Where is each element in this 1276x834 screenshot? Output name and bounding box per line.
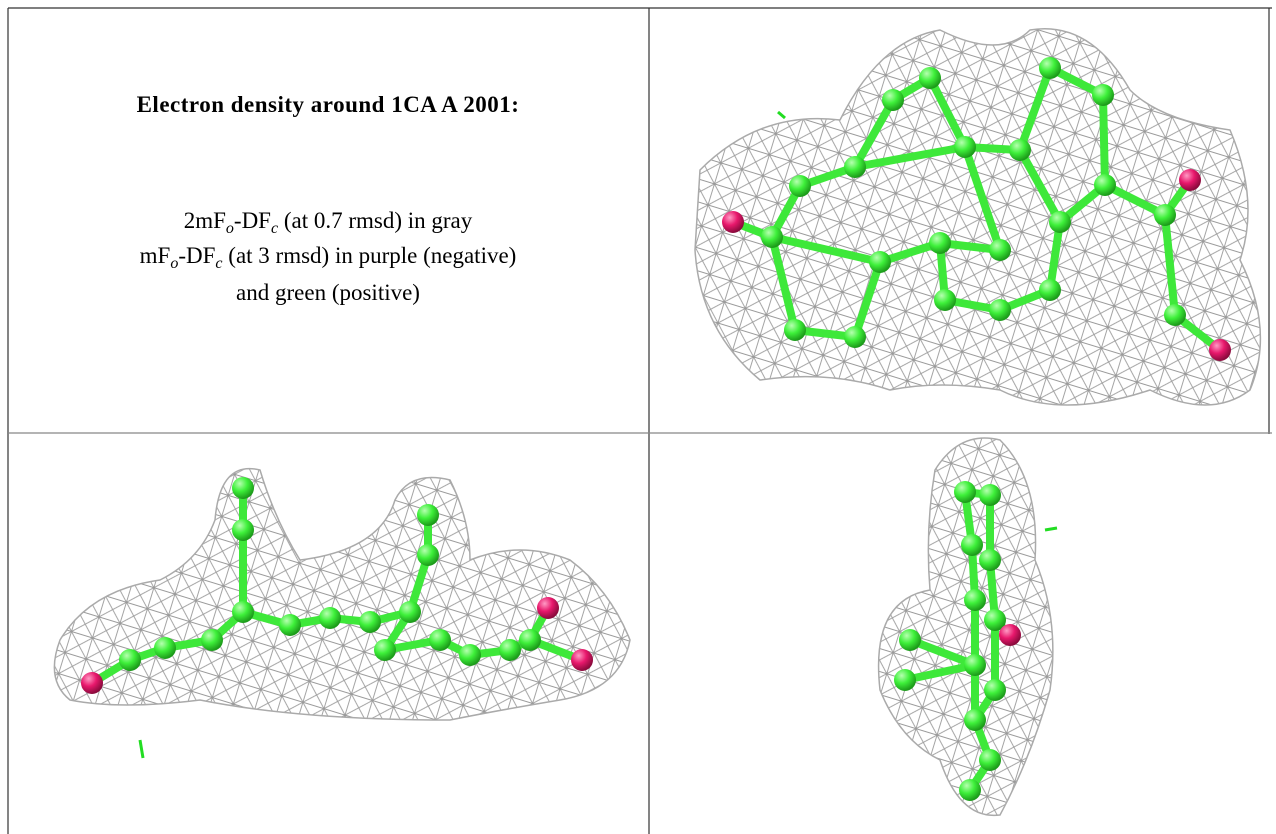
carbon-atom [201,629,223,651]
oxygen-atom [81,672,103,694]
positive-density [778,112,785,118]
carbon-atom [959,779,981,801]
carbon-atom [954,481,976,503]
carbon-atom [964,589,986,611]
carbon-atom [1154,204,1176,226]
carbon-atom [989,299,1011,321]
carbon-atom [844,156,866,178]
legend-line: and green (positive) [236,280,420,305]
carbon-atom [499,639,521,661]
text: and green (positive) [236,280,420,305]
subscript: c [271,220,278,237]
density-mesh [54,469,630,720]
carbon-atom [399,601,421,623]
title: Electron density around 1CA A 2001: [137,92,520,117]
carbon-atom [954,136,976,158]
carbon-atom [359,611,381,633]
carbon-atom [232,519,254,541]
figure: Electron density around 1CA A 2001: 2mFo… [0,0,1276,834]
carbon-atom [882,89,904,111]
carbon-atom [1009,139,1031,161]
carbon-atom [1039,57,1061,79]
carbon-atom [459,644,481,666]
oxygen-atom [722,211,744,233]
molecule-views [54,29,1260,816]
carbon-atom [417,544,439,566]
carbon-atom [519,629,541,651]
carbon-atom [979,484,1001,506]
carbon-atom [429,629,451,651]
positive-density [1045,528,1057,530]
carbon-atom [964,709,986,731]
carbon-atom [894,669,916,691]
text: (at 3 rmsd) in purple (negative) [223,243,517,268]
subscript: o [170,255,178,272]
carbon-atom [919,67,941,89]
carbon-atom [374,639,396,661]
carbon-atom [279,614,301,636]
carbon-atom [979,749,1001,771]
oxygen-atom [537,597,559,619]
carbon-atom [984,679,1006,701]
carbon-atom [989,239,1011,261]
text: 2mF [184,208,226,233]
carbon-atom [417,504,439,526]
text: (at 0.7 rmsd) in gray [278,208,473,233]
carbon-atom [1094,174,1116,196]
carbon-atom [232,477,254,499]
subscript: o [226,220,234,237]
positive-density [140,740,143,758]
oxygen-atom [571,649,593,671]
carbon-atom [1092,84,1114,106]
carbon-atom [789,175,811,197]
carbon-atom [961,534,983,556]
carbon-atom [869,251,891,273]
carbon-atom [319,607,341,629]
legend-line: 2mFo-DFc (at 0.7 rmsd) in gray [184,208,473,237]
carbon-atom [119,649,141,671]
legend-line: mFo-DFc (at 3 rmsd) in purple (negative) [140,243,517,272]
oxygen-atom [1179,169,1201,191]
page: Electron density around 1CA A 2001: 2mFo… [0,0,1276,834]
carbon-atom [232,601,254,623]
carbon-atom [1164,304,1186,326]
carbon-atom [929,232,951,254]
text: -DF [178,243,215,268]
carbon-atom [1039,279,1061,301]
oxygen-atom [999,624,1021,646]
carbon-atom [899,629,921,651]
carbon-atom [934,289,956,311]
oxygen-atom [1209,339,1231,361]
carbon-atom [964,654,986,676]
carbon-atom [761,226,783,248]
carbon-atom [1049,211,1071,233]
bond [1103,95,1105,185]
carbon-atom [784,319,806,341]
subscript: c [215,255,222,272]
carbon-atom [979,549,1001,571]
text: -DF [234,208,271,233]
carbon-atom [844,326,866,348]
carbon-atom [154,637,176,659]
text: mF [140,243,171,268]
